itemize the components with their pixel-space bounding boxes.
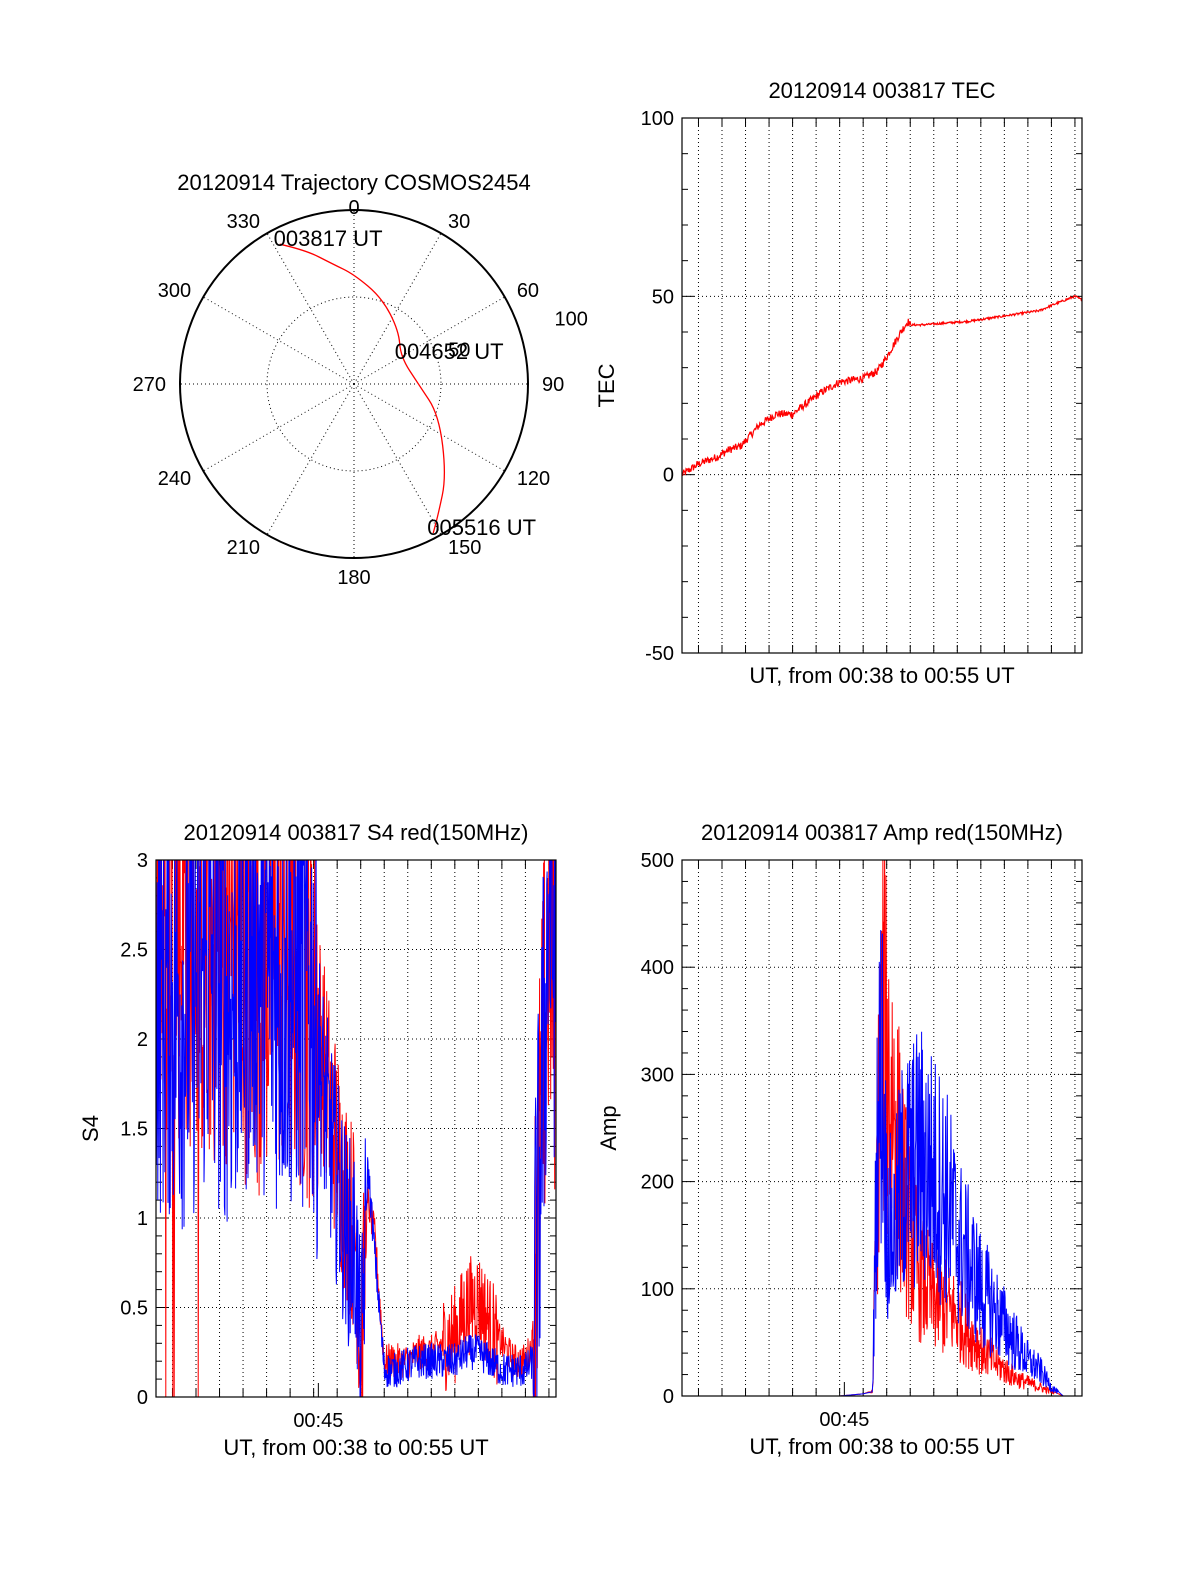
polar-angle-label-270: 270 xyxy=(133,374,166,396)
y-axis-label: S4 xyxy=(78,1115,103,1142)
chart-title: 20120914 003817 TEC xyxy=(768,78,995,103)
y-tick-label: 500 xyxy=(641,850,674,872)
y-tick-label: 400 xyxy=(641,957,674,979)
polar-angle-label-90: 90 xyxy=(542,374,564,396)
polar-spoke-300 xyxy=(203,296,355,385)
y-tick-label: 3 xyxy=(137,850,148,872)
polar-outer-circle xyxy=(179,209,529,559)
y-tick-label: 50 xyxy=(652,286,674,308)
polar-angle-label-30: 30 xyxy=(448,211,470,233)
polar-angle-label-210: 210 xyxy=(227,537,260,559)
y-tick-label: 0 xyxy=(137,1387,148,1409)
polar-angle-label-0: 0 xyxy=(348,197,359,219)
polar-angle-label-240: 240 xyxy=(158,468,191,490)
tec-series-line xyxy=(682,294,1082,476)
tec-chart: 20120914 003817 TEC -50 0 50 100 UT, from 00:… xyxy=(594,78,1083,688)
chart-title: 20120914 003817 S4 red(150MHz) xyxy=(184,820,529,845)
polar-angle-label-300: 300 xyxy=(158,280,191,302)
x-tick-label: 00:45 xyxy=(293,1410,343,1432)
x-axis-label: UT, from 00:38 to 00:55 UT xyxy=(749,1434,1014,1459)
polar-angle-label-150: 150 xyxy=(448,537,481,559)
y-tick-label: 200 xyxy=(641,1172,674,1194)
polar-annotation-2: 005516 UT xyxy=(427,515,536,540)
polar-angle-label-60: 60 xyxy=(517,280,539,302)
amp-chart: 20120914 003817 Amp red(150MHz) 0 100 200 30… xyxy=(596,820,1083,1459)
plot-frame xyxy=(155,859,557,1398)
polar-annotation-0: 003817 UT xyxy=(274,226,383,251)
polar-spoke-240 xyxy=(203,383,355,472)
y-tick-label: 0 xyxy=(663,465,674,487)
y-tick-label: 100 xyxy=(641,108,674,130)
polar-angle-label-120: 120 xyxy=(517,468,550,490)
polar-title: 20120914 Trajectory COSMOS2454 xyxy=(177,170,530,195)
plot-frame xyxy=(681,117,1083,654)
y-tick-label: 100 xyxy=(641,1279,674,1301)
s4-chart: 20120914 003817 S4 red(150MHz) 0 0.5 1 1.5 2 2… xyxy=(78,820,557,1460)
y-tick-label: 2 xyxy=(137,1029,148,1051)
x-tick-label: 00:45 xyxy=(819,1409,869,1431)
y-tick-label: 1.5 xyxy=(120,1119,148,1141)
y-axis-label: TEC xyxy=(594,363,619,407)
y-tick-label: 1 xyxy=(137,1208,148,1230)
y-tick-label: 0 xyxy=(663,1386,674,1408)
y-axis-label: Amp xyxy=(596,1105,621,1150)
polar-ring-label-50: 50 xyxy=(448,340,470,362)
y-tick-label: 2.5 xyxy=(120,940,148,962)
y-tick-label: 0.5 xyxy=(120,1298,148,1320)
polar-trajectory-line xyxy=(279,243,446,534)
polar-ring-label-100: 100 xyxy=(555,308,588,330)
chart-title: 20120914 003817 Amp red(150MHz) xyxy=(701,820,1063,845)
polar-angle-label-330: 330 xyxy=(227,211,260,233)
y-tick-label: 300 xyxy=(641,1064,674,1086)
y-tick-label: -50 xyxy=(645,643,674,665)
polar-annotation-1: 004652 UT xyxy=(395,339,504,364)
plot-frame xyxy=(681,859,1083,1397)
polar-spoke-30 xyxy=(353,233,442,385)
polar-spoke-210 xyxy=(266,383,355,535)
polar-spoke-330 xyxy=(266,233,355,385)
series-line-blue xyxy=(682,930,1082,1396)
polar-spoke-150 xyxy=(353,383,442,535)
polar-angle-label-180: 180 xyxy=(337,567,370,589)
x-axis-label: UT, from 00:38 to 00:55 UT xyxy=(749,663,1014,688)
x-axis-label: UT, from 00:38 to 00:55 UT xyxy=(223,1435,488,1460)
polar-ring-50 xyxy=(266,296,442,472)
polar-spoke-120 xyxy=(353,383,505,472)
series-line-blue xyxy=(156,860,556,1397)
polar-spoke-60 xyxy=(353,296,505,385)
